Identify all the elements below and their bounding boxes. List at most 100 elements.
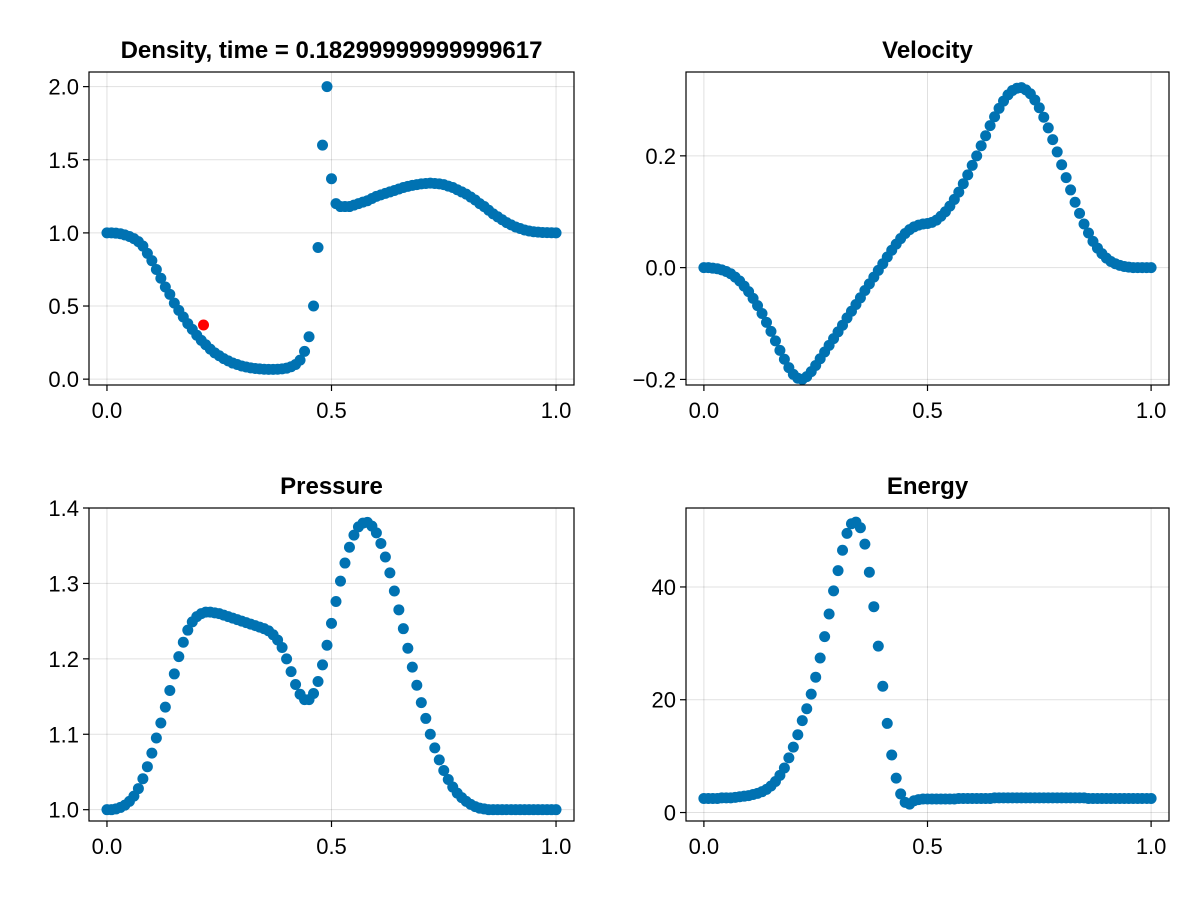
data-point	[384, 567, 396, 579]
data-point	[868, 601, 880, 613]
data-point	[155, 272, 167, 284]
plot-frame	[88, 71, 575, 386]
data-point	[294, 354, 306, 366]
data-point	[787, 741, 799, 753]
data-point	[393, 604, 405, 616]
highlight-point	[198, 319, 210, 331]
data-point	[424, 728, 436, 740]
data-point	[411, 679, 423, 691]
data-point	[433, 754, 445, 766]
data-point	[159, 701, 171, 713]
data-point	[326, 173, 337, 185]
data-point	[1065, 184, 1077, 196]
data-point	[832, 565, 844, 577]
plot-frame	[685, 71, 1170, 386]
y-tick-label: 1.3	[48, 571, 79, 596]
data-point	[370, 527, 382, 539]
data-point	[1060, 172, 1072, 184]
plot-frame	[88, 507, 575, 822]
data-point	[321, 81, 333, 93]
data-point	[406, 661, 418, 673]
y-tick-label: 20	[652, 688, 676, 713]
data-point	[1047, 134, 1059, 146]
data-point	[1056, 159, 1068, 171]
data-point	[146, 747, 158, 759]
data-point	[343, 541, 355, 553]
data-point	[308, 688, 320, 700]
data-point	[317, 659, 329, 671]
data-point	[1078, 218, 1090, 230]
data-point	[966, 159, 978, 171]
data-point	[415, 697, 427, 709]
data-point	[810, 671, 822, 683]
plot-frame	[685, 507, 1170, 822]
data-point	[285, 666, 297, 678]
data-point	[895, 788, 907, 800]
data-point	[819, 631, 831, 643]
data-point	[796, 715, 808, 727]
data-point	[1083, 227, 1094, 239]
data-point	[550, 227, 562, 239]
data-point	[276, 642, 288, 654]
panel-3: Energy 0.0 0.5 1.0 0 20 40	[652, 473, 1170, 859]
data-point	[1042, 122, 1054, 134]
x-tick-label: 1.0	[541, 398, 572, 423]
data-point	[953, 186, 965, 198]
data-point	[326, 617, 337, 629]
data-point	[971, 150, 983, 162]
data-point	[828, 585, 840, 597]
y-tick-label: 0.0	[48, 367, 79, 392]
data-point	[761, 316, 772, 328]
data-point	[146, 255, 158, 267]
data-point	[312, 675, 324, 687]
data-point	[1038, 111, 1050, 123]
data-point	[792, 729, 804, 741]
data-point	[841, 527, 853, 539]
x-tick-label: 0.5	[316, 398, 347, 423]
y-tick-label: 1.4	[48, 496, 79, 521]
data-point	[303, 331, 315, 343]
data-point	[182, 624, 194, 636]
data-point	[334, 575, 346, 587]
data-point	[168, 668, 180, 680]
y-tick-label: 0.0	[645, 256, 676, 281]
data-point	[975, 140, 987, 152]
data-point	[312, 242, 324, 254]
data-point	[321, 639, 333, 651]
data-point	[801, 703, 813, 715]
data-point	[132, 783, 144, 795]
data-point	[984, 120, 996, 132]
data-point	[814, 652, 826, 664]
data-point	[339, 557, 351, 569]
x-tick-label: 0.0	[92, 834, 123, 859]
data-point	[872, 640, 884, 652]
y-tick-label: −0.2	[633, 367, 676, 392]
x-tick-label: 1.0	[541, 834, 572, 859]
data-point	[805, 688, 817, 700]
data-point	[957, 178, 969, 190]
data-point	[388, 585, 400, 597]
y-tick-label: 2.0	[48, 75, 79, 100]
data-point	[962, 169, 974, 181]
data-point	[375, 537, 387, 549]
data-point	[299, 345, 311, 357]
x-tick-label: 0.0	[689, 834, 720, 859]
data-point	[778, 353, 790, 365]
data-point	[281, 653, 293, 665]
data-point	[886, 749, 898, 761]
x-tick-label: 0.0	[689, 398, 720, 423]
data-point	[1051, 146, 1063, 158]
y-tick-label: 1.5	[48, 148, 79, 173]
data-point	[854, 522, 866, 534]
data-point	[756, 307, 768, 319]
data-point	[980, 130, 992, 142]
y-tick-label: 1.1	[48, 722, 79, 747]
data-point	[823, 608, 835, 620]
y-tick-label: 1.2	[48, 647, 79, 672]
data-point	[348, 529, 360, 541]
y-tick-label: 1.0	[48, 221, 79, 246]
data-point	[774, 344, 786, 356]
data-point	[765, 325, 777, 337]
y-tick-label: 1.0	[48, 798, 79, 823]
